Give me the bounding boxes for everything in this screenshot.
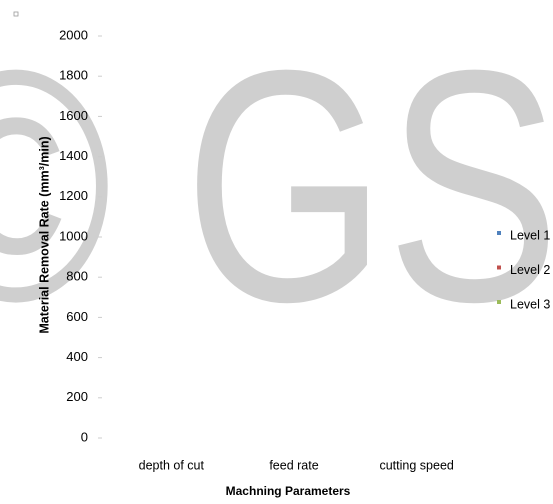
legend-label: Level 1 (510, 228, 550, 242)
watermark: © GS (0, 1, 553, 370)
corner-marker (13, 11, 19, 17)
y-tick-label: 200 (66, 389, 88, 404)
y-tick-label: 1800 (59, 68, 88, 83)
y-tick-label: 600 (66, 309, 88, 324)
x-tick-label: cutting speed (379, 458, 453, 472)
legend-swatch (497, 231, 501, 235)
y-tick-label: 1200 (59, 188, 88, 203)
legend-label: Level 3 (510, 297, 550, 311)
y-tick-label: 400 (66, 349, 88, 364)
x-tick-label: feed rate (269, 458, 318, 472)
legend-label: Level 2 (510, 263, 550, 277)
y-tick-label: 1000 (59, 228, 88, 243)
y-tick-label: 1600 (59, 108, 88, 123)
x-tick-label: depth of cut (139, 458, 205, 472)
y-tick-label: 2000 (59, 27, 88, 42)
y-tick-label: 1400 (59, 148, 88, 163)
y-axis-title: Material Removal Rate (mm³/min) (37, 136, 51, 333)
legend-swatch (497, 265, 501, 270)
x-axis-title: Machning Parameters (226, 484, 351, 498)
y-tick-label: 800 (66, 269, 88, 284)
legend-swatch (497, 300, 501, 304)
y-tick-label: 0 (81, 429, 88, 444)
